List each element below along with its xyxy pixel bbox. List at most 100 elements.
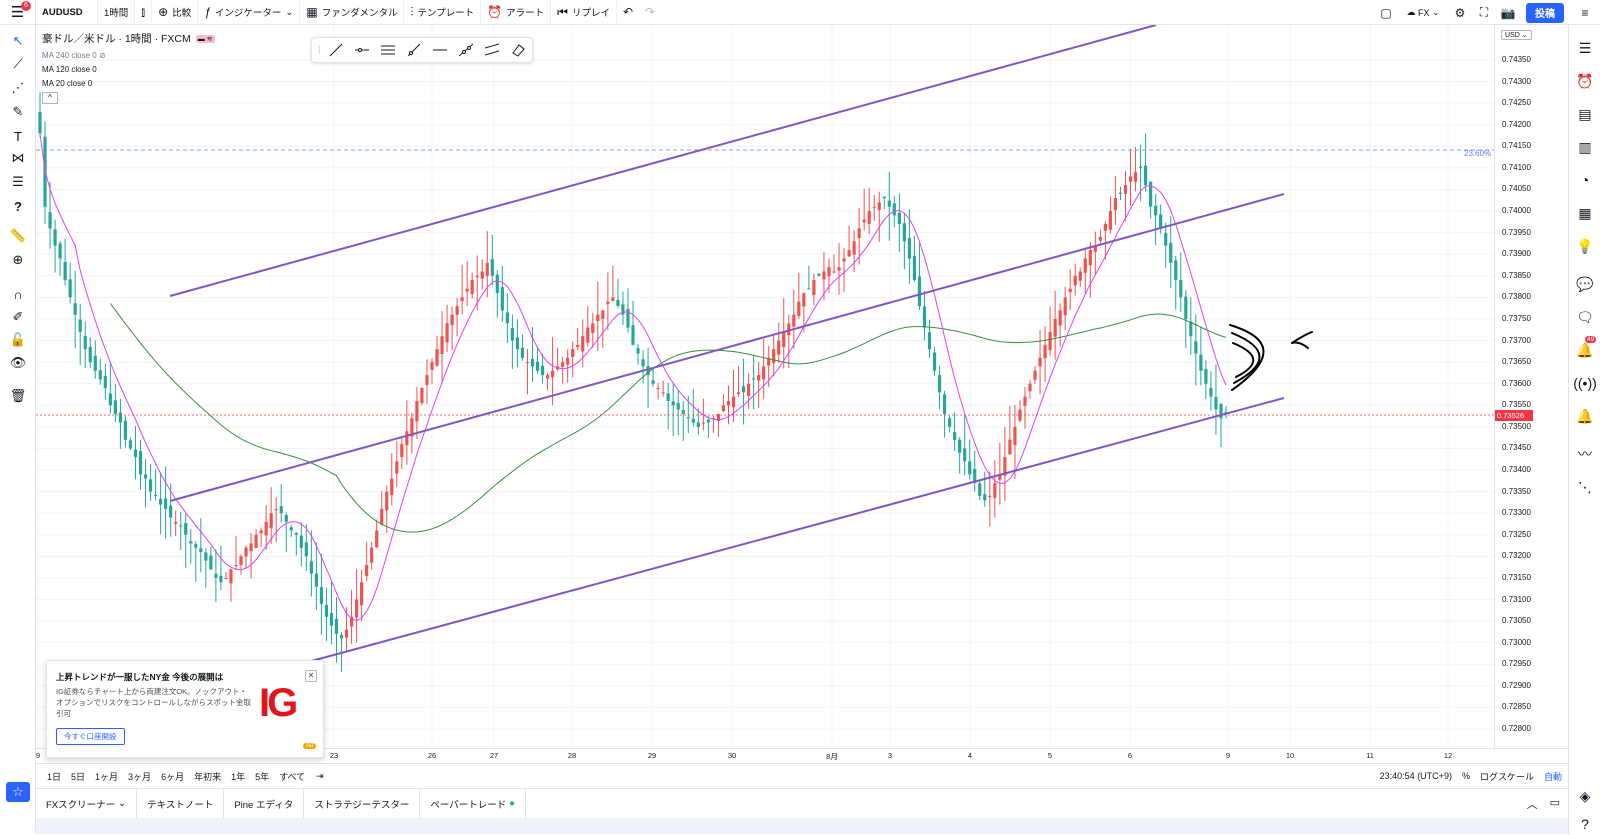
tool-trendline[interactable] xyxy=(325,40,347,60)
brush-tool[interactable]: ✎ xyxy=(6,102,30,122)
hand-drawn-arrow[interactable] xyxy=(1229,324,1313,391)
help-button[interactable]: ? xyxy=(1573,813,1597,835)
compare-button[interactable]: ⊕ 比較 xyxy=(152,0,199,25)
symbol-search[interactable]: AUDUSD xyxy=(36,0,98,25)
channel-upper-line[interactable] xyxy=(169,25,1157,297)
ad-title[interactable]: 上昇トレンドが一服したNY金 今後の展開は xyxy=(56,672,224,682)
open-account-button[interactable]: 今すぐ口座開設 xyxy=(56,728,125,745)
ma120-legend[interactable]: MA 120 close 0 xyxy=(42,65,215,74)
range-button[interactable]: 5日 xyxy=(71,771,86,782)
channel-lower-line[interactable] xyxy=(303,397,1285,664)
tool-ray[interactable] xyxy=(403,40,425,60)
range-button[interactable]: 3ヶ月 xyxy=(128,771,152,782)
gann-fib-tool[interactable]: ⋰ xyxy=(6,78,30,98)
drag-handle-icon[interactable]: ⁞ xyxy=(318,44,321,56)
favorites-button[interactable]: ☆ xyxy=(6,782,30,802)
alerts-button[interactable]: ⏰ xyxy=(1573,70,1597,92)
pattern-tool[interactable]: ⋈ xyxy=(6,148,30,168)
channel-middle-line[interactable] xyxy=(169,193,1285,502)
data-window-button[interactable]: ▤ xyxy=(1573,103,1597,125)
layout-button[interactable]: ▢ xyxy=(1374,0,1398,25)
percent-toggle[interactable]: % xyxy=(1461,771,1470,781)
help-tool[interactable]: ? xyxy=(6,196,30,216)
menu-button[interactable]: ☰ 6 xyxy=(0,0,36,25)
undo-button[interactable]: ↶ xyxy=(617,0,639,25)
fullscreen-button[interactable]: ⛶ xyxy=(1472,0,1496,25)
tab-pine-editor[interactable]: Pine エディタ xyxy=(224,788,305,819)
snapshot-button[interactable]: 📷 xyxy=(1496,0,1520,25)
tab-fx-screener[interactable]: FXスクリーナー ⌄ xyxy=(36,788,138,819)
tool-extended-line[interactable] xyxy=(455,40,477,60)
watchlist-toggle[interactable]: ≡ xyxy=(1570,0,1600,25)
price-scale[interactable]: USD ⌄ 0.74350 0.74300 0.74250 0.74200 0.7415… xyxy=(1494,25,1568,748)
log-scale-toggle[interactable]: ログスケール xyxy=(1479,771,1534,782)
chart-pane[interactable]: 23.60% 豪ドル／米ドル · 1時間 · FXCM ▬ ≋ MA 240 c… xyxy=(36,25,1494,748)
ma20-legend[interactable]: MA 20 close 0 xyxy=(42,79,215,88)
ma240-legend[interactable]: MA 240 close 0 ⊘ xyxy=(42,51,215,60)
redo-button[interactable]: ↷ xyxy=(639,0,661,25)
interval-button[interactable]: 1時間 xyxy=(98,0,136,25)
text-tool[interactable]: T xyxy=(6,126,30,146)
layers-button[interactable]: ◈ xyxy=(1573,785,1597,807)
calendar-button[interactable]: ▦ xyxy=(1573,202,1597,224)
cursor-tool[interactable]: ↖ xyxy=(6,31,30,51)
tab-paper-trading[interactable]: ペーパートレード ● xyxy=(420,788,526,819)
trendline-tool[interactable]: ⟋ xyxy=(6,54,30,74)
time-scale[interactable]: 9 23 26 27 28 29 30 8月 3 4 5 6 9 10 11 12 xyxy=(36,748,1568,763)
goto-date-icon[interactable]: ⇥ xyxy=(316,770,324,781)
clock-icon: ◔ xyxy=(1580,172,1590,188)
settings-button[interactable]: ⚙ xyxy=(1448,0,1472,25)
tool-eraser[interactable] xyxy=(507,40,529,60)
clock-label[interactable]: 23:40:54 (UTC+9) xyxy=(1379,771,1452,781)
range-button[interactable]: 6ヶ月 xyxy=(161,771,185,782)
ad-close-button[interactable]: ✕ xyxy=(305,670,317,682)
tool-horizontal-ray[interactable] xyxy=(351,40,373,60)
chat-button[interactable]: 💬 xyxy=(1573,273,1597,295)
chart-type-button[interactable]: ⫾ xyxy=(135,0,153,25)
currency-selector[interactable]: USD ⌄ xyxy=(1501,30,1532,40)
fundamentals-button[interactable]: ▦ ファンダメンタル xyxy=(300,0,405,25)
tab-text-notes[interactable]: テキストノート xyxy=(137,788,225,819)
magnet-tool[interactable]: ∩ xyxy=(6,284,30,304)
chart-canvas[interactable]: 23.60% xyxy=(36,25,1494,748)
post-button[interactable]: 投稿 xyxy=(1526,2,1564,23)
indicators-button[interactable]: ƒ インジケーター ⌄ xyxy=(198,0,301,25)
stay-drawing-tool[interactable]: ✐ xyxy=(6,307,30,327)
watchlist-button[interactable]: ☰ xyxy=(1573,37,1597,59)
collapse-legend-button[interactable]: ^ xyxy=(42,92,58,104)
ruler-tool[interactable]: 📏 xyxy=(6,226,30,246)
alert-button[interactable]: ⏰ アラート xyxy=(481,0,552,25)
ideas-button[interactable]: 💡 xyxy=(1573,235,1597,257)
range-button[interactable]: すべて xyxy=(279,771,306,782)
trading-button[interactable]: 〰 xyxy=(1573,443,1597,465)
range-button[interactable]: 年初来 xyxy=(194,771,222,782)
auto-scale-toggle[interactable]: 自動 xyxy=(1543,771,1562,782)
candle-body xyxy=(1154,205,1158,216)
hotlist-button[interactable]: ◔ xyxy=(1573,169,1597,191)
alert-bell-button[interactable]: 🔔 xyxy=(1573,405,1597,427)
range-button[interactable]: 1日 xyxy=(47,771,62,782)
maximize-panel-icon[interactable]: ▭ xyxy=(1549,796,1560,809)
tool-horizontal-line[interactable] xyxy=(429,40,451,60)
templates-button[interactable]: ⫶ テンプレート xyxy=(404,0,482,25)
range-button[interactable]: 1ヶ月 xyxy=(95,771,119,782)
ad-banner[interactable]: 上昇トレンドが一服したNY金 今後の展開は IG証券ならチャート上から両建注文O… xyxy=(46,660,324,758)
lock-tool[interactable]: 🔓 xyxy=(6,330,30,350)
zoom-tool[interactable]: ⊕ xyxy=(6,250,30,270)
range-button[interactable]: 5年 xyxy=(255,771,270,782)
prediction-tool[interactable]: ☰ xyxy=(6,172,30,192)
hide-tool[interactable]: 👁 xyxy=(6,353,30,373)
object-tree-button[interactable]: ⋱ xyxy=(1573,476,1597,498)
tab-strategy-tester[interactable]: ストラテジーテスター xyxy=(304,788,421,819)
streams-button[interactable]: ((•)) xyxy=(1573,372,1597,394)
remove-tool[interactable]: 🗑 xyxy=(6,386,30,406)
tool-disjoint-channel[interactable] xyxy=(481,40,503,60)
notifications-button[interactable]: 🔔 49 xyxy=(1573,336,1597,361)
messages-button[interactable]: 🗨 xyxy=(1573,306,1597,328)
tool-parallel-channel[interactable] xyxy=(377,40,399,60)
replay-button[interactable]: ⏮ リプレイ xyxy=(551,0,617,25)
collapse-panel-icon[interactable]: ︿ xyxy=(1526,798,1538,811)
cloud-layout-button[interactable]: ☁ FX ⌄ xyxy=(1406,7,1440,18)
range-button[interactable]: 1年 xyxy=(231,771,246,782)
news-button[interactable]: ▥ xyxy=(1573,136,1597,158)
